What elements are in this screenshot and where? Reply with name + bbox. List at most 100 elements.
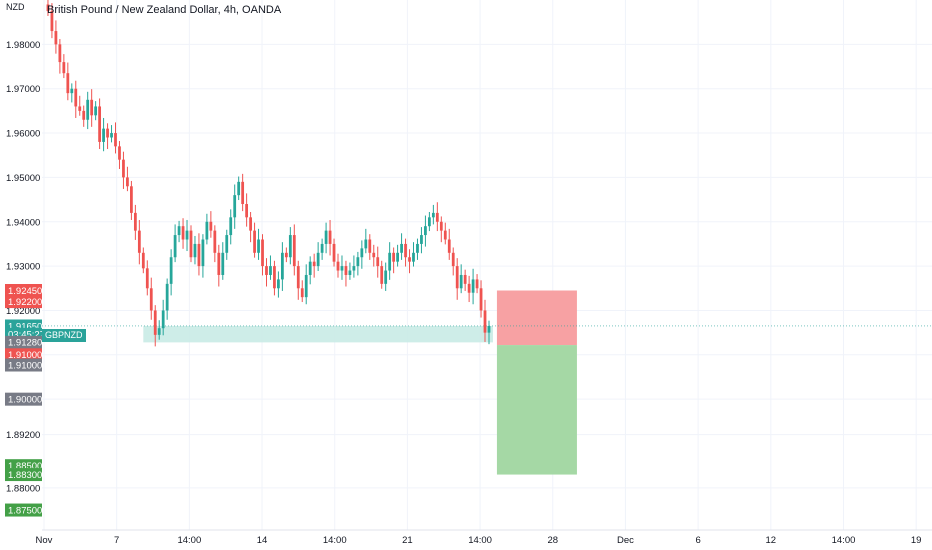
candle-body	[253, 230, 256, 253]
candle-body	[74, 88, 78, 107]
chart-grid	[42, 0, 932, 530]
candle-body	[396, 252, 399, 262]
candle-body	[185, 230, 189, 240]
candle-body	[308, 261, 312, 275]
candle-body	[427, 217, 431, 227]
price-tag-text: 1.92450	[8, 286, 42, 297]
stop-loss-zone	[496, 290, 577, 346]
x-tick-label: 14:00	[468, 535, 492, 546]
candle-body	[455, 266, 459, 289]
y-tick-label: 1.93000	[6, 262, 40, 273]
candle-body	[368, 239, 372, 253]
x-tick-label: Dec	[617, 535, 634, 546]
candle-body	[221, 252, 225, 275]
candle-body	[300, 288, 304, 298]
price-tag-text: 1.87500	[8, 505, 42, 516]
candle-body	[400, 243, 403, 253]
y-tick-label: 1.88000	[6, 483, 40, 494]
price-tag	[5, 392, 42, 406]
candle-body	[431, 212, 435, 218]
candle-body	[141, 252, 145, 269]
candle-body	[169, 257, 173, 284]
candle-body	[475, 279, 479, 289]
support-zone	[143, 325, 493, 343]
y-tick-label: 1.89200	[6, 430, 40, 441]
price-tag	[5, 358, 42, 372]
candle-body	[205, 221, 209, 240]
candle-body	[388, 252, 392, 271]
x-tick-label: 14:00	[323, 535, 347, 546]
candle-body	[296, 266, 300, 289]
x-tick-label: 21	[402, 535, 413, 546]
candle-body	[336, 261, 340, 271]
candle-body	[360, 248, 364, 258]
candle-body	[265, 266, 268, 275]
x-tick-label: 6	[695, 535, 700, 546]
candle-body	[133, 212, 137, 231]
candle-body	[447, 239, 451, 253]
symbol-label[interactable]: GBPNZD	[42, 329, 86, 342]
candle-body	[424, 226, 427, 236]
y-tick-label: 1.92000	[6, 306, 40, 317]
candle-body	[86, 99, 90, 120]
candle-body	[165, 283, 169, 311]
candle-body	[229, 217, 233, 236]
x-tick-label: 14:00	[832, 535, 856, 546]
x-tick-label: 14	[257, 535, 268, 546]
candle-body	[197, 243, 201, 267]
candle-body	[459, 274, 463, 289]
y-tick-label: 1.98000	[6, 40, 40, 51]
candle-body	[435, 212, 439, 222]
price-tag-text: 1.91000	[8, 360, 42, 371]
chart-zones	[42, 290, 932, 475]
candle-body	[344, 266, 348, 275]
candle-body	[62, 62, 66, 74]
candle-body	[149, 288, 153, 311]
candle-body	[130, 186, 133, 213]
candle-body	[102, 128, 105, 142]
candle-body	[443, 230, 447, 240]
price-tag-text: 1.91280	[8, 338, 42, 349]
candle-body	[137, 230, 141, 253]
candle-body	[98, 106, 102, 142]
price-tag	[5, 468, 42, 482]
candle-body	[340, 266, 344, 271]
candle-body	[348, 270, 352, 275]
candle-body	[261, 239, 264, 267]
candle-body	[106, 128, 109, 138]
candle-body	[451, 252, 455, 267]
candle-body	[70, 88, 74, 94]
candle-body	[245, 204, 249, 218]
candle-body	[90, 99, 94, 116]
take-profit-zone	[496, 345, 577, 475]
candle-body	[58, 44, 62, 63]
candle-body	[126, 177, 129, 187]
candle-body	[471, 279, 475, 293]
candle-body	[384, 270, 388, 284]
candle-body	[288, 235, 292, 258]
candle-body	[372, 252, 376, 258]
candle-body	[118, 146, 121, 160]
candle-body	[114, 133, 117, 147]
candle-body	[380, 266, 384, 284]
candle-body	[392, 252, 396, 262]
price-tag-text: 1.88300	[8, 470, 42, 481]
candle-body	[66, 73, 70, 94]
candle-body	[412, 252, 415, 262]
y-tick-label: 1.96000	[6, 129, 40, 140]
candle-body	[312, 261, 316, 267]
candle-body	[82, 110, 86, 120]
candle-body	[249, 217, 252, 231]
candle-body	[122, 159, 125, 178]
candle-body	[328, 230, 332, 244]
y-tick-label: 1.97000	[6, 84, 40, 95]
candle-body	[94, 106, 98, 116]
candle-body	[161, 310, 165, 329]
price-tag-text: 1.92200	[8, 297, 42, 308]
candle-body	[352, 266, 356, 271]
candle-body	[145, 268, 149, 289]
candle-body	[233, 195, 237, 218]
candle-body	[439, 221, 443, 231]
candle-body	[277, 279, 280, 289]
